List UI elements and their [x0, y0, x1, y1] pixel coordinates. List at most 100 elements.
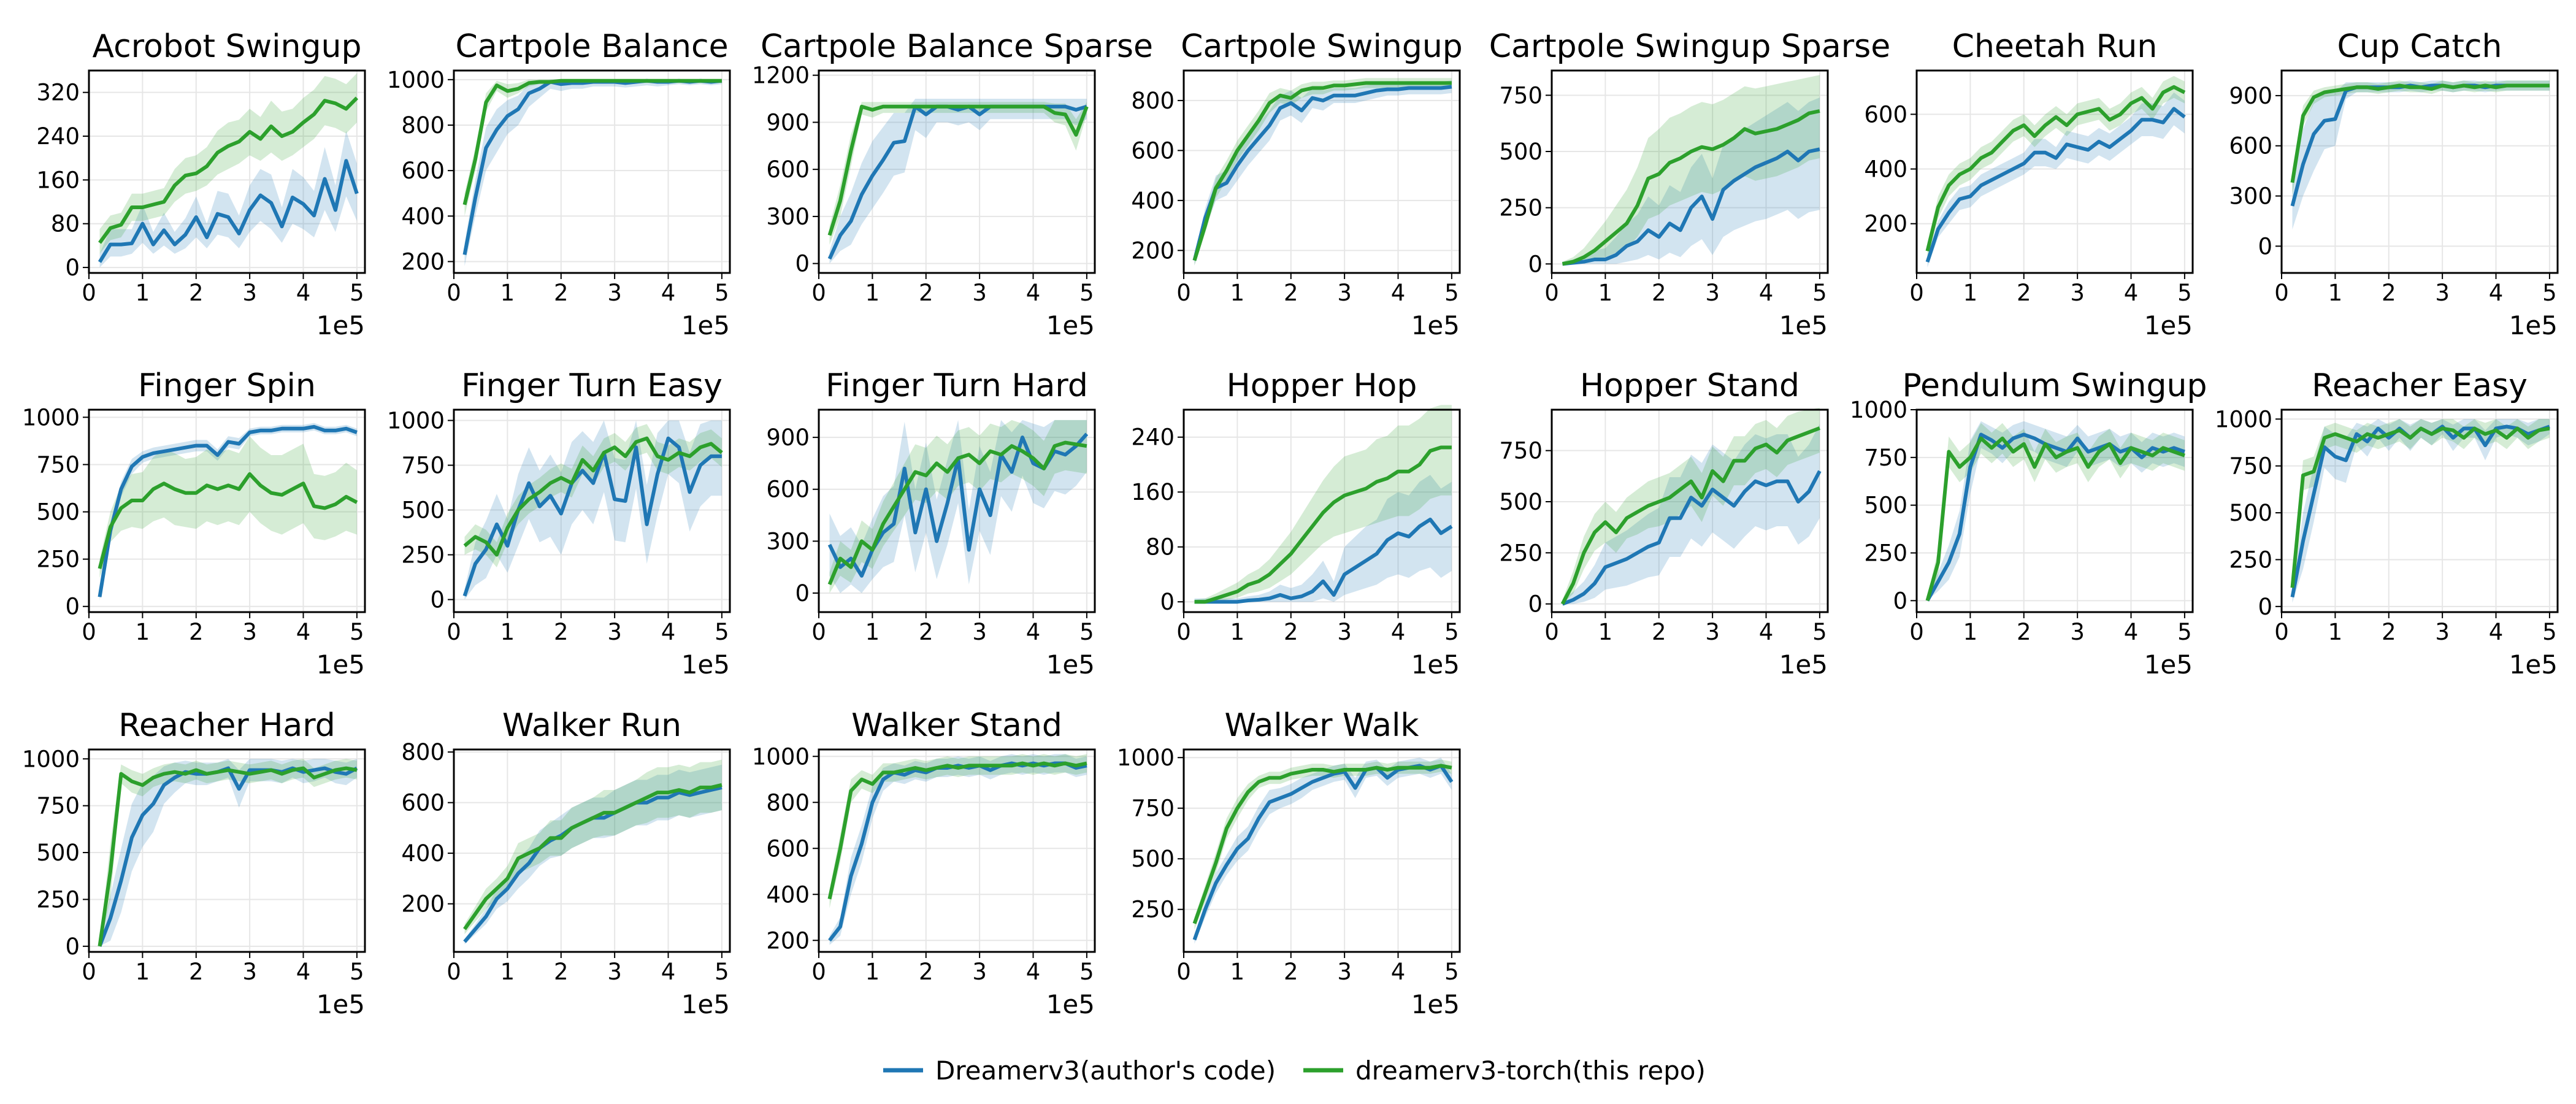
y-tick-label: 160 [36, 167, 80, 193]
y-tick-label: 250 [2229, 546, 2272, 573]
x-tick-label: 2 [554, 959, 569, 985]
x-tick-label: 5 [2177, 619, 2192, 645]
chart-panel-2: 0 1 2 3 4 5 200 400 600 800 1000 1e5 Cartpole Balanc… [387, 28, 731, 340]
x-tick-label: 4 [1391, 959, 1406, 985]
y-tick-label: 200 [1131, 237, 1175, 264]
plot-frame [818, 69, 1096, 274]
series-2-line [827, 761, 1087, 900]
x-tick-label: 0 [1909, 280, 1924, 306]
x-tick-label: 4 [661, 280, 676, 306]
series-2-band [829, 420, 1087, 593]
x-tick-label: 2 [2382, 619, 2396, 645]
y-tick-label: 600 [401, 790, 445, 816]
y-tick-label: 1000 [22, 404, 80, 431]
legend: Dreamerv3(author's code) dreamerv3-torch… [883, 1056, 1706, 1086]
plot-frame [453, 748, 731, 953]
series-1-line [98, 159, 359, 263]
y-tick-label: 1000 [22, 746, 80, 772]
y-tick-label: 750 [1499, 438, 1543, 464]
series-2-band [1194, 405, 1452, 602]
y-tick-label: 600 [1864, 101, 1907, 128]
x-tick-label: 2 [919, 280, 933, 306]
series-2-line [2290, 83, 2550, 183]
series-2-band [829, 754, 1087, 908]
plot-frame [453, 408, 731, 613]
panel-title: Reacher Easy [2312, 367, 2528, 404]
x-tick-label: 0 [1544, 619, 1559, 645]
x-exponent-label: 1e5 [681, 989, 730, 1019]
x-tick-label: 4 [296, 280, 311, 306]
series-2-band [1194, 78, 1452, 266]
y-tick-label: 80 [51, 211, 80, 237]
y-tick-label: 1000 [752, 743, 810, 770]
x-tick-label: 4 [661, 959, 676, 985]
series-1-line [2290, 424, 2550, 598]
x-tick-label: 0 [447, 280, 461, 306]
series-1-line [462, 436, 722, 597]
x-tick-label: 0 [1909, 619, 1924, 645]
x-tick-label: 1 [1963, 619, 1978, 645]
x-tick-label: 3 [242, 959, 257, 985]
legend-label-series1: Dreamerv3(author's code) [935, 1056, 1276, 1086]
y-tick-label: 500 [1499, 139, 1543, 165]
y-tick-label: 0 [1893, 588, 1907, 614]
x-tick-label: 1 [136, 959, 150, 985]
panel-title: Reacher Hard [118, 707, 335, 744]
chart-panel-13: 0 1 2 3 4 5 0 250 500 750 1000 1e5 Pendulum Swingup [1850, 367, 2207, 680]
x-tick-label: 4 [2489, 619, 2504, 645]
series-1-band [464, 764, 722, 945]
y-tick-label: 750 [1864, 445, 1907, 471]
y-tick-label: 300 [766, 204, 810, 230]
y-tick-label: 1000 [387, 408, 445, 434]
x-tick-label: 2 [189, 280, 204, 306]
y-tick-label: 320 [36, 80, 80, 106]
plot-frame [1183, 408, 1461, 613]
series-1-line [1925, 107, 2186, 263]
panel-title: Hopper Stand [1580, 367, 1800, 404]
x-tick-label: 1 [865, 959, 880, 985]
x-tick-label: 0 [811, 959, 826, 985]
y-tick-label: 250 [401, 542, 445, 569]
y-tick-label: 0 [1160, 589, 1175, 615]
chart-panel-6: 0 1 2 3 4 5 200 400 600 1e5 Cheetah Run [1864, 28, 2194, 340]
series-2-line [462, 79, 722, 205]
panel-title: Finger Turn Easy [461, 367, 723, 404]
series-2-line [827, 440, 1087, 586]
x-tick-label: 2 [189, 959, 204, 985]
chart-panel-8: 0 1 2 3 4 5 0 250 500 750 1000 1e5 Finger Spin [22, 367, 366, 680]
x-tick-label: 2 [2017, 619, 2031, 645]
series-2-line [1925, 85, 2186, 252]
y-tick-label: 500 [36, 499, 80, 526]
x-tick-label: 5 [1079, 959, 1094, 985]
plot-frame [2280, 408, 2559, 613]
x-tick-label: 5 [2542, 280, 2557, 306]
series-2-band [464, 79, 722, 217]
plot-frame [1915, 69, 2194, 274]
x-tick-label: 2 [1284, 619, 1298, 645]
x-tick-label: 1 [1963, 280, 1978, 306]
y-tick-label: 750 [1131, 795, 1175, 822]
chart-panel-5: 0 1 2 3 4 5 0 250 500 750 1e5 Cartpole Swingup Spar… [1489, 28, 1891, 340]
x-exponent-label: 1e5 [681, 650, 730, 680]
x-tick-label: 4 [2124, 619, 2139, 645]
x-tick-label: 0 [811, 619, 826, 645]
y-tick-label: 750 [36, 793, 80, 819]
plot-frame [1183, 748, 1461, 953]
y-tick-label: 0 [65, 594, 80, 620]
chart-panel-9: 0 1 2 3 4 5 0 250 500 750 1000 1e5 Finger Turn Easy [387, 367, 731, 680]
x-exponent-label: 1e5 [2509, 650, 2558, 680]
x-tick-label: 5 [350, 959, 364, 985]
y-tick-label: 0 [2258, 594, 2272, 620]
y-tick-label: 800 [766, 789, 810, 816]
series-2-line [2290, 426, 2550, 588]
y-tick-label: 0 [795, 580, 810, 607]
series-1-band [829, 420, 1087, 593]
y-tick-label: 500 [1864, 493, 1907, 519]
y-tick-label: 750 [36, 451, 80, 478]
panel-title: Acrobot Swingup [93, 28, 362, 65]
y-tick-label: 900 [2229, 83, 2272, 109]
panel-title: Finger Turn Hard [826, 367, 1088, 404]
y-tick-label: 500 [36, 840, 80, 866]
